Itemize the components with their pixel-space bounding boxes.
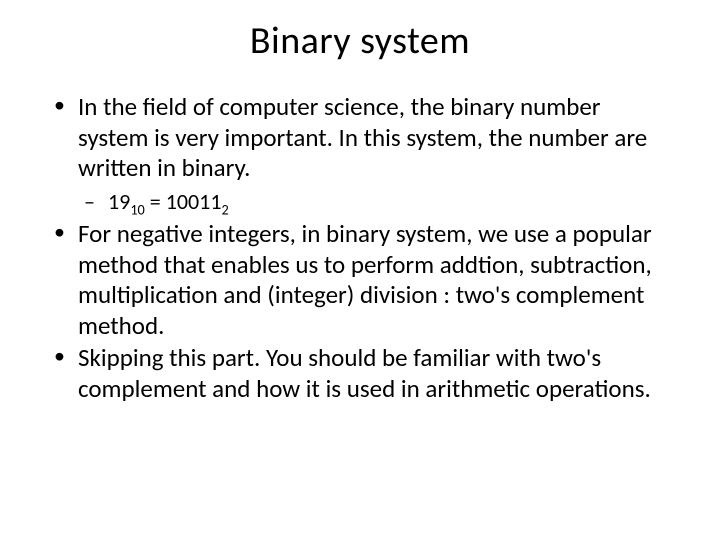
bullet-item-3: Skipping this part. You should be famili… [48,343,672,404]
slide: Binary system In the field of computer s… [0,0,720,540]
bullet-list: In the field of computer science, the bi… [48,92,672,404]
sub-bullet-item-1: 1910 = 100112 [78,188,672,216]
formula-bin-value: 10011 [166,188,222,215]
formula-dec-value: 19 [108,188,130,215]
formula-equals: = [145,188,166,215]
formula-dec-base: 10 [130,200,145,218]
bullet-text-1: In the field of computer science, the bi… [78,91,647,183]
sub-bullet-list-1: 1910 = 100112 [78,188,672,216]
slide-title: Binary system [48,18,672,64]
formula: 1910 = 100112 [108,188,229,215]
bullet-item-2: For negative integers, in binary system,… [48,219,672,341]
bullet-text-2: For negative integers, in binary system,… [78,218,652,341]
bullet-item-1: In the field of computer science, the bi… [48,92,672,215]
formula-bin-base: 2 [221,200,228,218]
bullet-text-3: Skipping this part. You should be famili… [78,342,651,404]
